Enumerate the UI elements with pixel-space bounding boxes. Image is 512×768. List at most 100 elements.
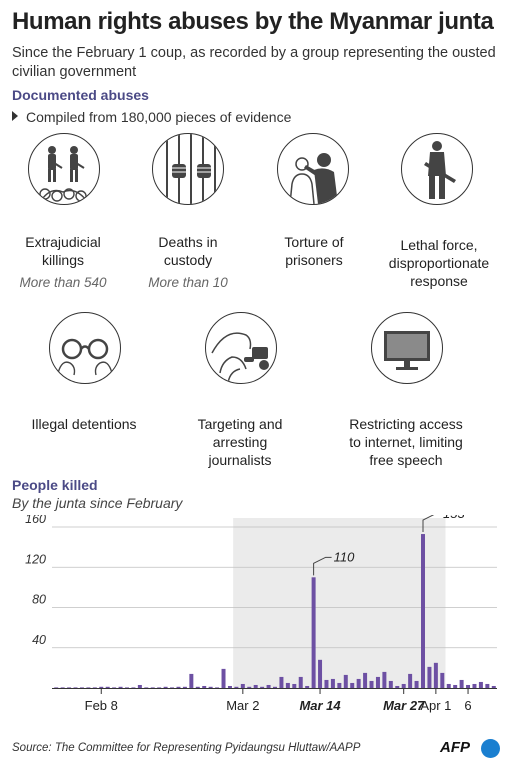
bar [292,683,297,688]
abuse-label-journalists: Targeting and arresting journalists [197,416,283,468]
bar [421,534,425,688]
killed-section-title: People killed [12,477,98,493]
soldiers-shooting-icon [28,133,100,205]
source-note: Source: The Committee for Representing P… [12,742,361,754]
bar [247,686,252,688]
evidence-note-text: Compiled from 180,000 pieces of evidence [26,109,292,125]
bar [234,686,239,688]
evidence-note: Compiled from 180,000 pieces of evidence [12,109,291,125]
bar [73,687,78,688]
bar [208,686,213,688]
bar [485,683,490,688]
bar [54,687,59,688]
bar [131,687,136,688]
bar [440,672,445,688]
abuse-label-lethal-force: Lethal force, disproportionate response [388,237,490,289]
bar [459,679,464,688]
afp-logo: AFP [440,739,470,756]
bar [144,687,149,688]
bar [182,686,187,688]
bar [337,682,342,688]
bar [176,686,181,688]
bar [382,671,387,688]
bar [99,686,104,688]
afp-logo-globe-icon [481,739,500,758]
abuse-label-deaths-custody: Deaths in custody [158,234,218,268]
bar [414,680,419,688]
bar [67,687,72,688]
computer-monitor-icon [371,312,443,384]
bar [125,687,129,688]
bar [79,687,84,688]
bar [150,687,155,688]
bar [311,577,316,688]
abuse-count-deaths-custody: More than 10 [148,275,228,290]
bar [86,687,91,688]
x-tick-label: 6 [464,698,471,713]
bar [388,680,393,688]
bar [375,676,380,688]
bar [350,682,355,688]
bar [215,687,220,688]
bar [395,685,400,688]
bar [318,659,323,688]
prison-bars-hands-icon [152,133,224,205]
bar [118,686,123,688]
armed-soldier-icon [401,133,473,205]
x-tick-label: Apr 1 [420,698,451,713]
bar [112,687,117,688]
bar [478,681,483,688]
bar [202,685,207,688]
x-tick-label: Feb 8 [85,698,118,713]
bar [195,686,200,688]
bar [472,683,477,688]
bar [305,685,310,688]
bar [189,673,194,688]
bar [92,687,97,688]
bar [253,684,258,688]
y-tick-label: 160 [25,515,46,526]
torture-icon [277,133,349,205]
bar [491,685,496,688]
bar [298,676,303,688]
bar [60,687,65,688]
abuse-label-extrajudicial: Extrajudicial killings [25,234,101,268]
bar [408,673,413,688]
abuse-label-illegal-detentions: Illegal detentions [31,416,137,432]
x-tick-label: Mar 27 [383,698,425,713]
handcuffs-icon [49,312,121,384]
bar [260,686,265,688]
bar [285,682,290,688]
bar [137,684,142,688]
bar [227,685,232,688]
bar [330,678,335,688]
page-title: Human rights abuses by the Myanmar junta [12,8,494,35]
annotation-leader-line [313,556,332,576]
bar [163,686,168,688]
bar-annotation-label: 153 [443,515,465,521]
x-tick-label: Mar 14 [299,698,341,713]
x-tick-label: Mar 2 [226,698,259,713]
triangle-bullet-icon [12,111,18,121]
y-tick-label: 40 [32,633,46,647]
bar [433,662,438,688]
bar-annotation-label: 110 [334,549,355,564]
bar [273,686,277,688]
bar [466,684,471,688]
bar [266,684,271,688]
bar [157,687,162,688]
bar [369,680,374,688]
annotation-leader-line [422,515,435,533]
bar [279,676,284,688]
bar [356,678,361,688]
bar [446,683,451,688]
bar [324,679,329,688]
abuse-count-extrajudicial: More than 540 [19,275,107,290]
page-subtitle: Since the February 1 coup, as recorded b… [12,45,496,80]
abuse-label-internet: Restricting access to internet, limiting… [349,416,463,468]
bar [170,687,175,688]
bar [363,672,368,688]
bar [221,668,226,688]
bar [427,666,432,688]
